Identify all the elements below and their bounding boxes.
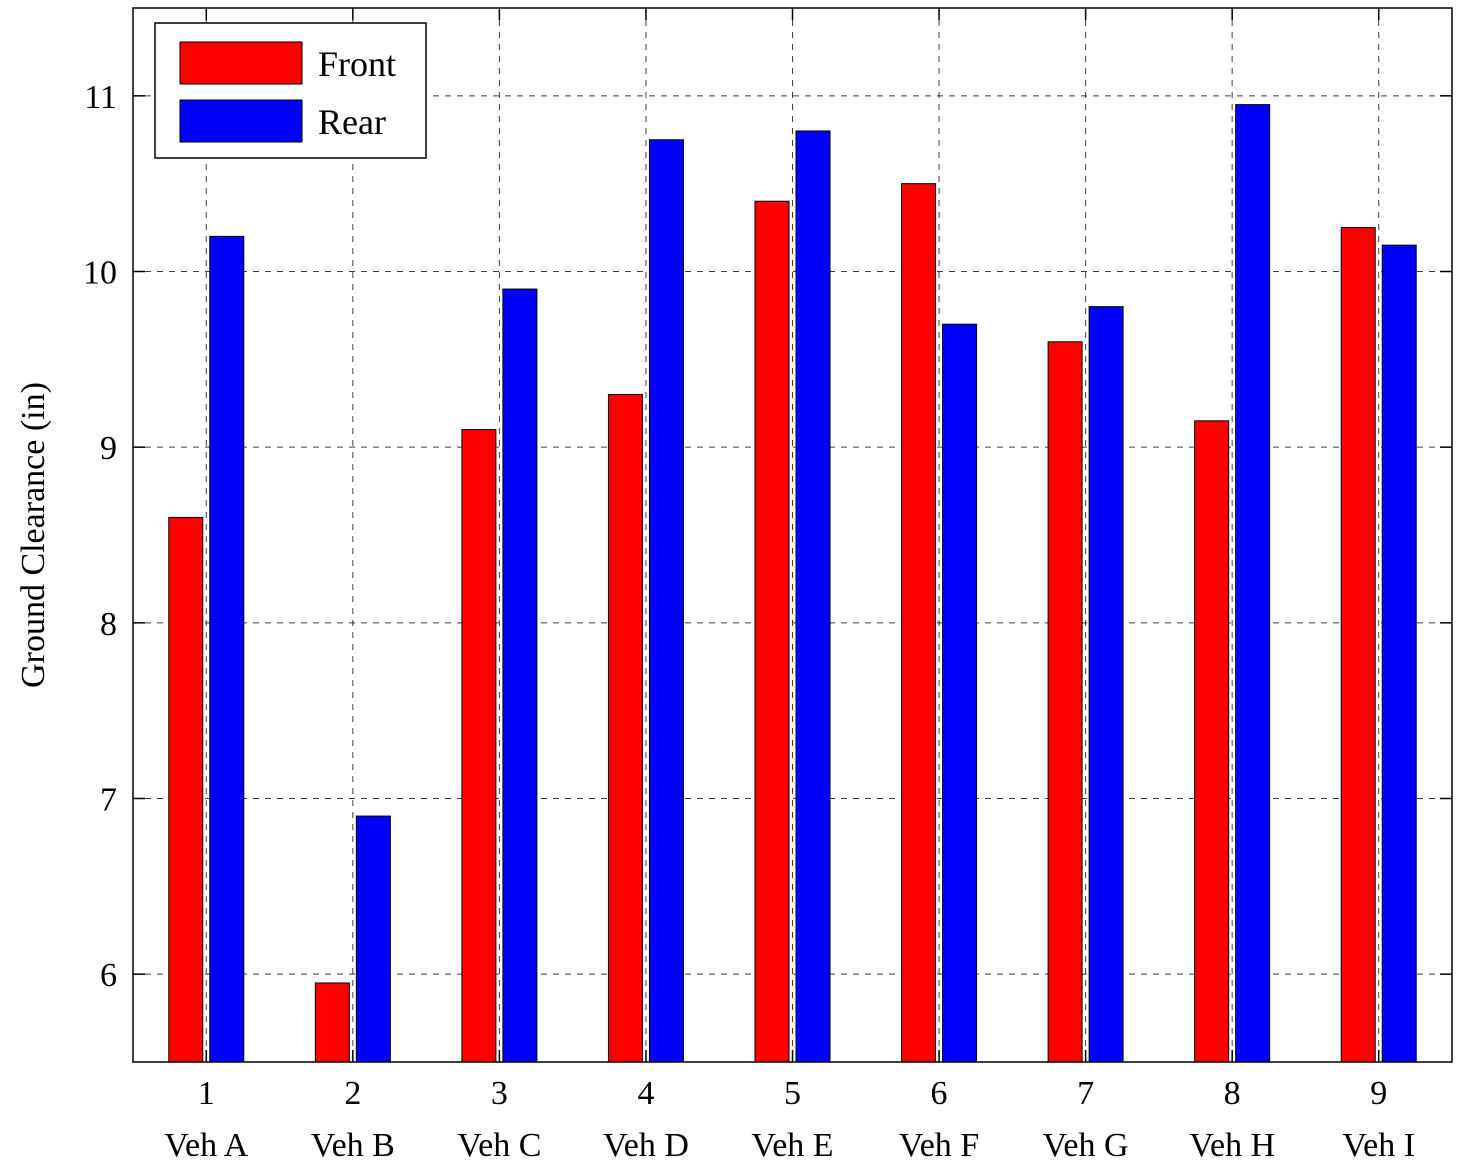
bar-rear-3 [502, 288, 538, 1063]
category-name-label: Veh B [311, 1127, 395, 1164]
category-name-label: Veh D [603, 1127, 689, 1164]
x-tick-label: 1 [198, 1075, 215, 1112]
bar-rear-6 [942, 323, 978, 1063]
category-name-label: Veh I [1342, 1127, 1415, 1164]
bar-front-5 [754, 200, 790, 1063]
category-name-label: Veh C [457, 1127, 541, 1164]
bar-front-6 [901, 183, 937, 1063]
y-tick-label: 7 [100, 782, 117, 819]
legend-swatch-rear [179, 99, 303, 143]
category-name-label: Veh G [1043, 1127, 1129, 1164]
legend-label-rear: Rear [318, 102, 386, 142]
x-tick-label: 4 [637, 1075, 654, 1112]
bar-front-7 [1047, 341, 1083, 1063]
y-axis-label: Ground Clearance (in) [15, 382, 52, 688]
bar-front-3 [461, 429, 497, 1063]
bar-rear-9 [1381, 244, 1417, 1063]
bar-front-8 [1194, 420, 1230, 1063]
legend-swatch-front [179, 41, 303, 85]
legend: Front Rear [154, 22, 427, 159]
category-name-label: Veh H [1189, 1127, 1275, 1164]
y-tick-label: 8 [100, 606, 117, 643]
y-tick-label: 9 [100, 430, 117, 467]
bars [168, 104, 1417, 1063]
x-tick-label: 2 [344, 1075, 361, 1112]
bar-front-2 [314, 982, 350, 1063]
y-tick-label: 6 [100, 957, 117, 994]
x-tick-label: 9 [1370, 1075, 1387, 1112]
x-tick-label: 8 [1224, 1075, 1241, 1112]
bar-rear-7 [1088, 306, 1124, 1063]
y-tick-label: 11 [84, 79, 117, 116]
x-tick-label: 7 [1077, 1075, 1094, 1112]
bar-rear-5 [795, 130, 831, 1063]
category-name-label: Veh A [164, 1127, 249, 1164]
x-tick-label: 3 [491, 1075, 508, 1112]
bar-rear-8 [1235, 104, 1271, 1063]
y-tick-label: 10 [83, 255, 117, 292]
legend-label-front: Front [318, 44, 396, 84]
category-name-label: Veh F [899, 1127, 979, 1164]
bar-front-9 [1340, 227, 1376, 1063]
bar-rear-2 [355, 815, 391, 1063]
bar-rear-1 [209, 235, 245, 1063]
bar-front-4 [607, 393, 643, 1063]
bar-front-1 [168, 516, 204, 1063]
category-name-label: Veh E [751, 1127, 833, 1164]
bar-rear-4 [648, 139, 684, 1063]
x-tick-label: 6 [931, 1075, 948, 1112]
x-tick-label: 5 [784, 1075, 801, 1112]
